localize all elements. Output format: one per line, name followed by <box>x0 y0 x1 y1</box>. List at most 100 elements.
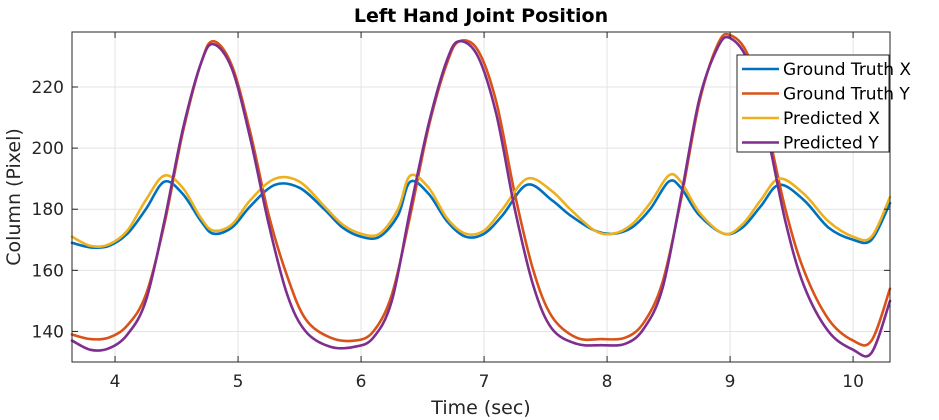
y-tick-label: 140 <box>32 322 64 342</box>
data-point <box>163 220 166 223</box>
data-point <box>89 245 92 247</box>
ticks: 4 5 6 7 8 9 10 140 160 180 200 220 <box>32 32 890 392</box>
data-point <box>630 226 633 229</box>
data-point <box>870 352 873 354</box>
data-point <box>341 226 344 229</box>
data-point <box>268 214 270 217</box>
data-point <box>803 284 805 287</box>
data-point <box>378 235 381 238</box>
data-point <box>323 205 326 207</box>
x-tick-label: 10 <box>842 372 864 392</box>
data-point <box>409 180 412 183</box>
data-point <box>231 226 233 229</box>
legend: Ground Truth X Ground Truth Y Predicted X P… <box>736 54 911 154</box>
data-point <box>378 232 381 235</box>
data-point <box>126 232 129 235</box>
data-point <box>630 223 633 226</box>
data-point <box>163 174 166 177</box>
data-point <box>397 214 399 217</box>
legend-label: Predicted Y <box>783 134 879 154</box>
y-tick-label: 160 <box>32 261 64 281</box>
data-point <box>108 336 110 339</box>
grid <box>72 32 890 362</box>
data-point <box>803 193 805 195</box>
data-point <box>717 46 719 49</box>
data-point <box>397 208 399 210</box>
data-point <box>427 122 430 125</box>
legend-box <box>736 54 890 153</box>
data-point <box>360 235 362 238</box>
data-point <box>372 330 375 333</box>
legend-label: Ground Truth X <box>783 60 911 80</box>
data-point <box>827 318 830 321</box>
data-point <box>612 232 614 235</box>
data-point <box>550 199 553 201</box>
data-point <box>698 211 701 214</box>
data-point <box>741 223 744 226</box>
data-point <box>298 180 301 183</box>
y-tick-label: 180 <box>32 200 64 220</box>
data-point <box>661 287 664 290</box>
data-point <box>212 232 215 235</box>
data-point <box>569 208 571 210</box>
data-point <box>870 239 873 241</box>
data-point <box>698 214 701 217</box>
data-point <box>286 294 289 296</box>
data-point <box>760 205 762 207</box>
data-point <box>446 220 449 223</box>
data-point <box>803 269 805 272</box>
data-point <box>667 174 670 177</box>
data-point <box>643 321 645 324</box>
data-point <box>870 339 873 342</box>
data-point <box>803 199 805 201</box>
data-point <box>354 345 356 348</box>
data-point <box>409 208 412 210</box>
data-point <box>249 199 252 201</box>
data-point <box>249 138 252 140</box>
data-point <box>575 342 578 345</box>
data-point <box>495 113 498 116</box>
data-point <box>231 67 233 70</box>
data-point <box>827 226 830 229</box>
data-point <box>741 226 744 229</box>
data-point <box>514 208 516 210</box>
chart-title: Left Hand Joint Position <box>354 5 608 27</box>
x-tick-label: 6 <box>356 372 367 392</box>
y-tick-label: 220 <box>32 78 64 98</box>
x-axis-label: Time (sec) <box>430 397 530 419</box>
data-point <box>649 202 651 204</box>
data-point <box>600 338 602 340</box>
data-point <box>784 220 787 223</box>
data-point <box>852 339 854 342</box>
data-point <box>458 40 461 42</box>
data-point <box>624 336 627 339</box>
data-point <box>667 180 670 183</box>
data-point <box>643 327 645 330</box>
data-point <box>409 174 412 177</box>
legend-label: Predicted X <box>783 109 880 129</box>
data-point <box>391 300 393 302</box>
data-point <box>298 187 301 189</box>
data-point <box>624 342 627 345</box>
x-tick-label: 4 <box>110 372 121 392</box>
data-point <box>231 223 233 226</box>
data-point <box>181 193 184 195</box>
data-point <box>680 196 682 198</box>
data-point <box>600 344 602 347</box>
data-point <box>477 49 479 52</box>
data-point <box>89 338 92 340</box>
data-point <box>446 217 449 220</box>
data-point <box>200 61 202 64</box>
data-point <box>145 208 147 210</box>
data-point <box>427 193 430 195</box>
data-point <box>341 223 344 226</box>
data-point <box>323 208 326 210</box>
data-point <box>483 232 485 235</box>
data-point <box>594 229 596 232</box>
data-point <box>464 232 467 235</box>
data-point <box>760 199 762 201</box>
data-point <box>145 199 147 201</box>
data-point <box>526 177 528 180</box>
data-point <box>723 232 725 235</box>
